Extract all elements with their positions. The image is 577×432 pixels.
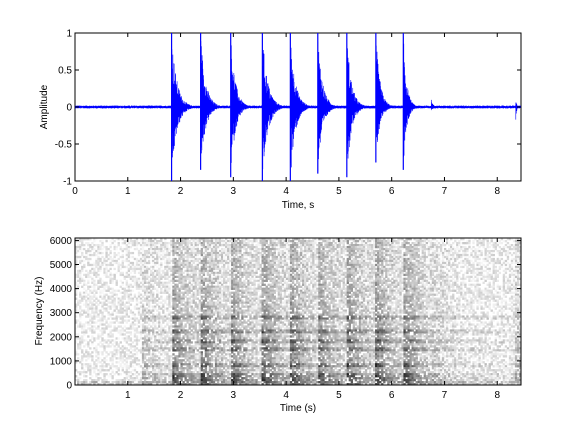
spectrogram-ytick-label: 3000 — [50, 308, 73, 319]
spectrogram-xtick-label: 2 — [178, 390, 184, 401]
waveform-xtick-label: 2 — [178, 186, 184, 197]
waveform-ytick-label: 1 — [66, 29, 72, 40]
waveform-xtick-label: 3 — [231, 186, 237, 197]
spectrogram-xtick-label: 3 — [231, 390, 237, 401]
spectrogram-ytick-label: 1000 — [50, 356, 73, 367]
spectrogram-ytick-label: 2000 — [50, 332, 73, 343]
spectrogram-ytick-label: 4000 — [50, 284, 73, 295]
waveform-ylabel: Amplitude — [39, 84, 50, 129]
spectrogram-axes: 1 2 3 4 5 6 7 8 6000 5000 4000 3000 2000 1000 0 Time (… — [34, 236, 522, 414]
waveform-xtick-label: 1 — [125, 186, 131, 197]
waveform-xtick-label: 0 — [72, 186, 78, 197]
spectrogram-xtick-label: 4 — [283, 390, 289, 401]
spectrogram-xlabel: Time (s) — [280, 403, 316, 414]
waveform-ytick-label: 0.5 — [58, 66, 72, 77]
spectrogram-image — [75, 238, 522, 386]
spectrogram-ytick-label: 0 — [66, 381, 72, 392]
spectrogram-xtick-label: 6 — [389, 390, 395, 401]
waveform-ytick-label: -0.5 — [55, 140, 73, 151]
waveform-xtick-label: 8 — [494, 186, 500, 197]
waveform-xtick-label: 5 — [336, 186, 342, 197]
spectrogram-ytick-label: 5000 — [50, 260, 73, 271]
waveform-ytick-label: 0 — [66, 103, 72, 114]
waveform-ytick-label: -1 — [63, 177, 72, 188]
waveform-xtick-label: 6 — [389, 186, 395, 197]
waveform-axes: 0 1 2 3 4 5 6 7 8 1 0.5 0 -0.5 -1 Time, s Amplitude — [39, 29, 522, 211]
waveform-xlabel: Time, s — [282, 200, 314, 211]
waveform-xtick-label: 4 — [283, 186, 289, 197]
spectrogram-ytick-label: 6000 — [50, 236, 73, 247]
spectrogram-xtick-label: 5 — [336, 390, 342, 401]
spectrogram-ylabel: Frequency (Hz) — [34, 277, 45, 346]
spectrogram-xtick-label: 8 — [494, 390, 500, 401]
spectrogram-xtick-label: 1 — [125, 390, 131, 401]
spectrogram-xtick-label: 7 — [442, 390, 448, 401]
waveform-xtick-label: 7 — [442, 186, 448, 197]
